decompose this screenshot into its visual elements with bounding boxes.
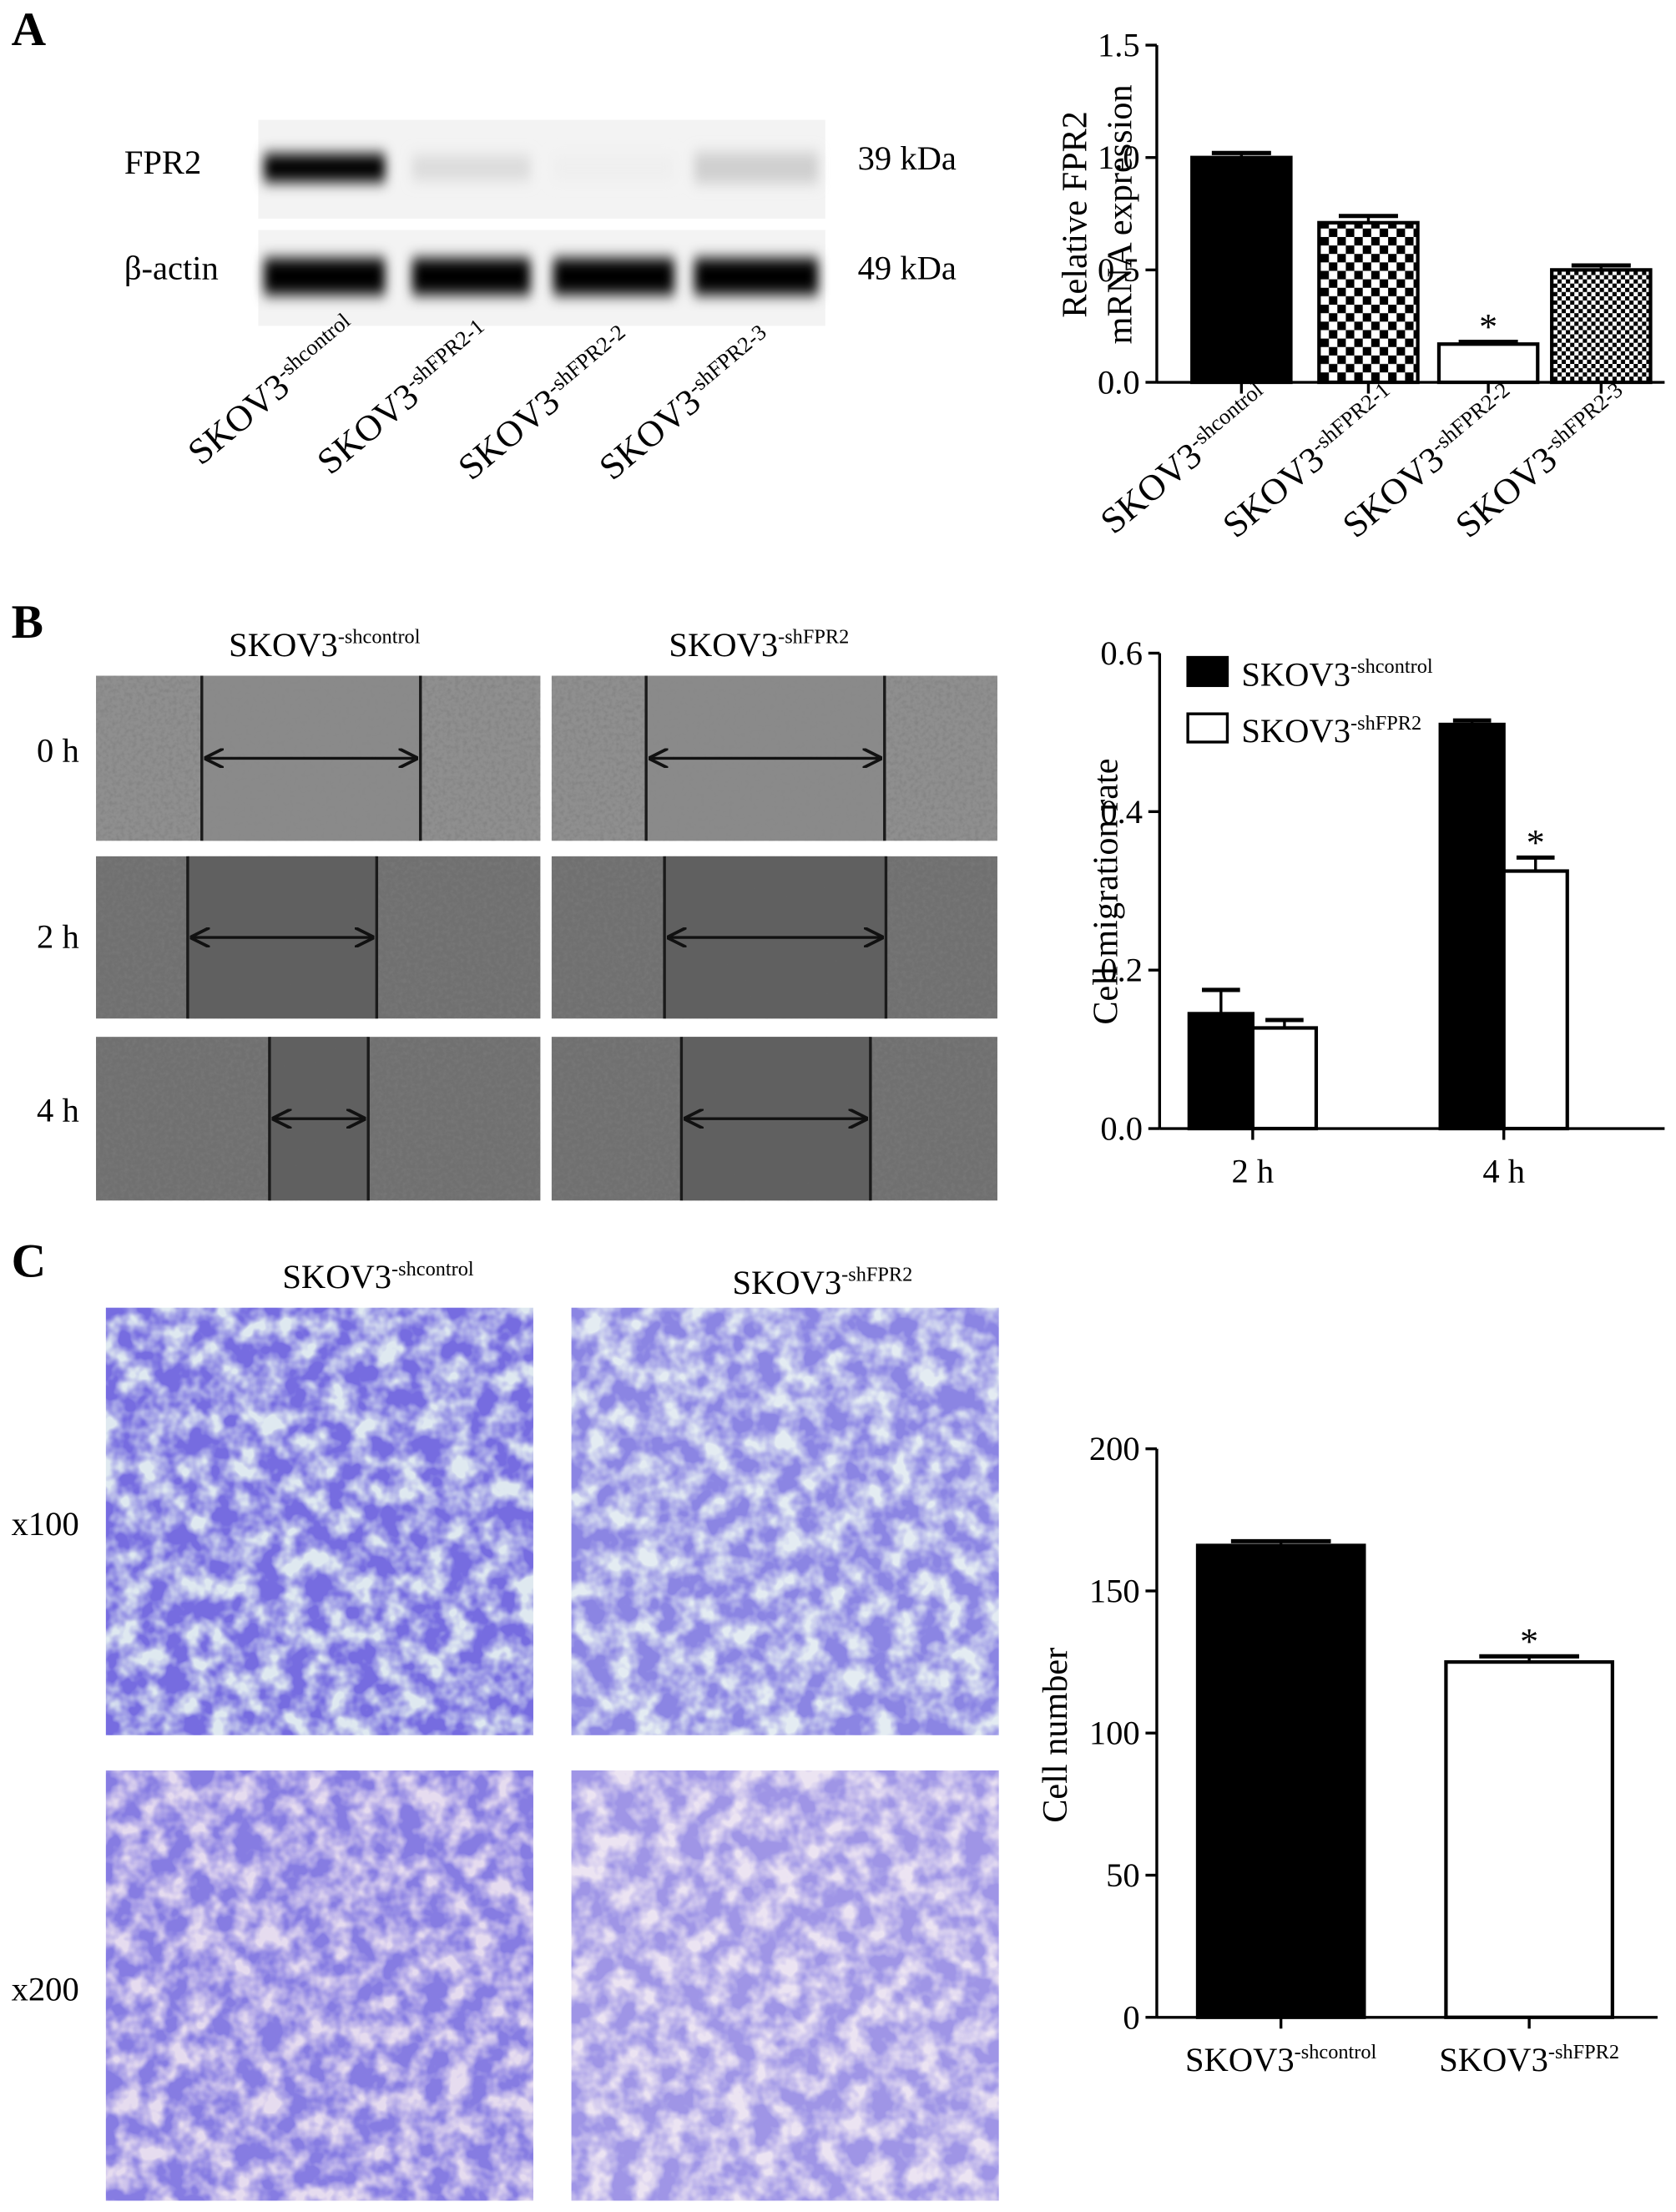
- panel-label: C: [12, 1235, 47, 1287]
- bar: [1436, 342, 1540, 385]
- scratch-images: [96, 675, 997, 1201]
- legend-label: SKOV3-shFPR2: [1241, 712, 1421, 750]
- legend-swatch: [1186, 655, 1229, 688]
- x-tick-label: 4 h: [1482, 1152, 1525, 1189]
- bar: [1190, 155, 1293, 385]
- bar: [1250, 1026, 1319, 1131]
- row-label: 0 h: [37, 732, 79, 770]
- column-heading: SKOV3-shcontrol: [229, 626, 421, 664]
- blot-row-label: FPR2: [124, 144, 201, 181]
- band: [553, 154, 674, 181]
- micrograph: [571, 1307, 999, 1735]
- blot-row-label: β-actin: [124, 250, 219, 287]
- band: [264, 154, 386, 183]
- band: [411, 154, 531, 181]
- micrograph: [105, 1770, 533, 2201]
- band: [694, 152, 819, 184]
- y-axis-label: Cell migration rate: [1087, 759, 1126, 1025]
- bar: [1444, 1659, 1614, 2019]
- legend-swatch: [1186, 712, 1229, 744]
- y-axis-label: Cell number: [1036, 1648, 1075, 1823]
- y-tick-label: 1.5: [1098, 27, 1140, 64]
- y-axis-label: mRNA expression: [1101, 84, 1140, 344]
- y-tick-label: 0.6: [1100, 634, 1143, 672]
- blot-size: 49 kDa: [858, 250, 957, 287]
- significance: *: [1520, 1621, 1538, 1662]
- band: [411, 258, 531, 295]
- x-tick-label: 2 h: [1232, 1152, 1275, 1189]
- significance: *: [1479, 306, 1497, 347]
- y-tick-label: 0: [1123, 1998, 1139, 2036]
- y-tick-label: 1.0: [1098, 139, 1140, 176]
- band: [694, 258, 819, 295]
- blot-size: 39 kDa: [858, 139, 957, 177]
- row-label: 4 h: [37, 1092, 79, 1129]
- bar: [1438, 722, 1506, 1131]
- blot: FPR2 β-actin 39 kDa 49 kDa: [124, 119, 957, 326]
- bar: [1195, 1543, 1366, 2019]
- row-label: x100: [12, 1505, 79, 1543]
- column-heading: SKOV3-shcontrol: [282, 1258, 474, 1295]
- y-tick-label: 200: [1089, 1430, 1140, 1467]
- panel-label: B: [12, 596, 43, 649]
- transwell-images: [105, 1307, 999, 2201]
- legend-label: SKOV3-shcontrol: [1241, 655, 1433, 693]
- y-tick-label: 100: [1089, 1715, 1140, 1752]
- band: [264, 258, 386, 295]
- row-label: 2 h: [37, 918, 79, 956]
- y-tick-label: 0.0: [1098, 364, 1140, 401]
- micrograph: [571, 1770, 999, 2201]
- micrograph: [105, 1307, 533, 1735]
- row-label: x200: [12, 1970, 79, 2007]
- column-heading: SKOV3-shFPR2: [669, 626, 849, 664]
- bar: [1502, 869, 1569, 1131]
- y-tick-label: 0.0: [1100, 1110, 1143, 1148]
- y-tick-label: 50: [1106, 1856, 1140, 1894]
- y-axis-label: Relative FPR2: [1055, 111, 1094, 318]
- bar: [1550, 268, 1653, 385]
- x-tick-label: SKOV3-shcontrol: [1185, 2041, 1377, 2078]
- y-tick-label: 0.2: [1100, 952, 1143, 989]
- column-heading: SKOV3-shFPR2: [732, 1264, 912, 1301]
- bar: [1317, 220, 1420, 385]
- panel-label: A: [12, 3, 47, 56]
- significance: *: [1527, 822, 1545, 863]
- y-tick-label: 0.5: [1098, 251, 1140, 289]
- x-tick-label: SKOV3-shFPR2: [1439, 2041, 1619, 2078]
- bar: [1187, 1012, 1254, 1131]
- y-tick-label: 0.4: [1100, 793, 1143, 831]
- band: [553, 258, 674, 295]
- y-tick-label: 150: [1089, 1572, 1140, 1609]
